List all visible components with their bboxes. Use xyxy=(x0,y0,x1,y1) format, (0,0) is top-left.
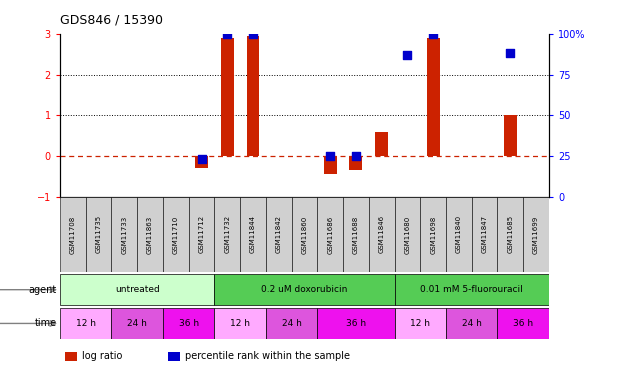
Text: log ratio: log ratio xyxy=(82,351,122,361)
Bar xyxy=(215,274,394,305)
Text: GSM11846: GSM11846 xyxy=(379,215,385,254)
Bar xyxy=(112,308,163,339)
Text: time: time xyxy=(35,318,57,328)
Text: 12 h: 12 h xyxy=(230,319,250,328)
Bar xyxy=(221,38,233,156)
Text: GDS846 / 15390: GDS846 / 15390 xyxy=(60,13,163,26)
Bar xyxy=(168,352,180,361)
Text: GSM11863: GSM11863 xyxy=(147,215,153,254)
Bar xyxy=(112,197,137,272)
Text: GSM11844: GSM11844 xyxy=(250,215,256,254)
Bar xyxy=(369,197,394,272)
Text: GSM11840: GSM11840 xyxy=(456,215,462,254)
Bar xyxy=(266,197,292,272)
Bar xyxy=(163,308,215,339)
Text: GSM11712: GSM11712 xyxy=(199,215,204,254)
Bar xyxy=(65,352,77,361)
Bar xyxy=(247,36,259,156)
Bar xyxy=(523,197,549,272)
Text: 24 h: 24 h xyxy=(127,319,147,328)
Text: GSM11686: GSM11686 xyxy=(327,215,333,254)
Bar xyxy=(86,197,112,272)
Bar xyxy=(60,274,215,305)
Bar xyxy=(266,308,317,339)
Bar xyxy=(343,197,369,272)
Bar xyxy=(163,197,189,272)
Point xyxy=(196,156,206,162)
Point xyxy=(351,153,361,159)
Bar xyxy=(215,308,266,339)
Bar xyxy=(324,156,336,174)
Text: GSM11688: GSM11688 xyxy=(353,215,359,254)
Bar xyxy=(394,308,446,339)
Bar xyxy=(472,197,497,272)
Bar xyxy=(504,116,517,156)
Text: 12 h: 12 h xyxy=(76,319,96,328)
Text: GSM11733: GSM11733 xyxy=(121,215,127,254)
Point xyxy=(248,31,258,37)
Text: untreated: untreated xyxy=(115,285,160,294)
Text: 36 h: 36 h xyxy=(179,319,199,328)
Bar xyxy=(394,274,549,305)
Text: 36 h: 36 h xyxy=(346,319,366,328)
Text: 0.2 uM doxorubicin: 0.2 uM doxorubicin xyxy=(261,285,348,294)
Text: GSM11708: GSM11708 xyxy=(70,215,76,254)
Bar xyxy=(350,156,362,170)
Text: GSM11732: GSM11732 xyxy=(224,215,230,254)
Point xyxy=(222,31,232,37)
Text: agent: agent xyxy=(28,285,57,295)
Bar xyxy=(317,308,394,339)
Bar xyxy=(292,197,317,272)
Text: 24 h: 24 h xyxy=(462,319,481,328)
Text: GSM11698: GSM11698 xyxy=(430,215,436,254)
Bar xyxy=(215,197,240,272)
Text: GSM11847: GSM11847 xyxy=(481,215,488,254)
Bar xyxy=(497,308,549,339)
Text: 24 h: 24 h xyxy=(281,319,302,328)
Bar xyxy=(195,156,208,168)
Bar xyxy=(420,197,446,272)
Bar xyxy=(60,308,112,339)
Point xyxy=(325,153,335,159)
Bar xyxy=(317,197,343,272)
Bar xyxy=(60,197,86,272)
Bar xyxy=(497,197,523,272)
Bar xyxy=(137,197,163,272)
Bar xyxy=(427,38,440,156)
Bar xyxy=(446,308,497,339)
Bar xyxy=(189,197,215,272)
Text: GSM11699: GSM11699 xyxy=(533,215,539,254)
Bar xyxy=(375,132,388,156)
Point xyxy=(428,31,438,37)
Text: 12 h: 12 h xyxy=(410,319,430,328)
Text: GSM11842: GSM11842 xyxy=(276,215,281,254)
Bar xyxy=(394,197,420,272)
Text: 36 h: 36 h xyxy=(513,319,533,328)
Text: GSM11680: GSM11680 xyxy=(404,215,410,254)
Point xyxy=(403,52,413,58)
Text: GSM11710: GSM11710 xyxy=(173,215,179,254)
Text: 0.01 mM 5-fluorouracil: 0.01 mM 5-fluorouracil xyxy=(420,285,523,294)
Point xyxy=(505,50,516,56)
Bar xyxy=(446,197,472,272)
Text: GSM11860: GSM11860 xyxy=(302,215,307,254)
Bar xyxy=(240,197,266,272)
Text: GSM11685: GSM11685 xyxy=(507,215,514,254)
Text: GSM11735: GSM11735 xyxy=(95,215,102,254)
Text: percentile rank within the sample: percentile rank within the sample xyxy=(185,351,350,361)
